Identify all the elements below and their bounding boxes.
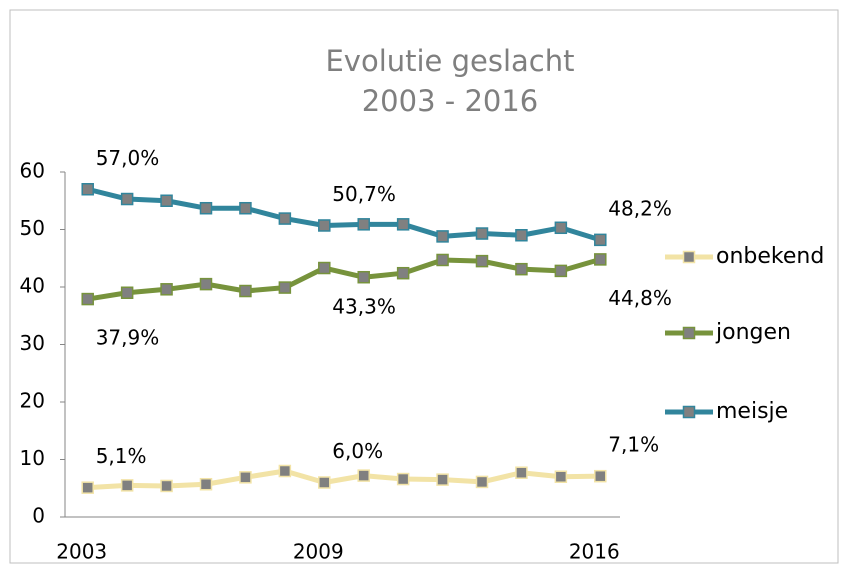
chart-title: Evolutie geslacht <box>325 44 574 78</box>
point-marker <box>199 201 213 215</box>
point-marker <box>475 475 489 489</box>
point-marker <box>278 464 292 478</box>
point-marker <box>594 469 607 483</box>
point-marker <box>515 466 528 479</box>
y-tick-label: 40 <box>20 274 45 298</box>
point-marker <box>396 218 410 231</box>
point-marker <box>199 477 213 491</box>
point-marker <box>594 233 607 247</box>
series-line <box>87 256 601 302</box>
y-tick-label: 30 <box>20 331 45 355</box>
point-marker <box>239 284 252 298</box>
point-marker <box>436 230 449 243</box>
point-marker <box>554 470 568 483</box>
y-tick-label: 10 <box>20 446 45 470</box>
chart-subtitle: 2003 - 2016 <box>362 84 539 118</box>
point-marker <box>160 283 173 296</box>
y-tick-label: 0 <box>32 504 45 528</box>
series-line <box>87 186 602 243</box>
point-marker <box>278 281 292 294</box>
point-marker <box>475 254 489 268</box>
data-label: 7,1% <box>608 433 659 457</box>
point-marker <box>396 266 410 280</box>
point-marker <box>357 270 370 284</box>
legend-marker <box>682 250 696 264</box>
point-marker <box>239 471 252 484</box>
legend-marker <box>682 405 696 419</box>
series-line <box>87 468 601 491</box>
data-label: 37,9% <box>96 326 160 350</box>
point-marker <box>554 221 568 235</box>
point-marker <box>120 479 134 492</box>
data-label: 6,0% <box>332 439 383 463</box>
legend-label: jongen <box>715 320 791 345</box>
point-marker <box>318 219 331 232</box>
point-marker <box>160 194 173 207</box>
point-marker <box>515 262 528 276</box>
data-label: 44,8% <box>608 286 672 310</box>
point-marker <box>81 292 94 306</box>
data-label: 57,0% <box>96 146 160 170</box>
point-marker <box>81 481 94 494</box>
point-marker <box>436 473 449 486</box>
y-tick-label: 20 <box>20 389 45 413</box>
point-marker <box>318 476 331 489</box>
point-marker <box>515 229 528 242</box>
point-marker <box>199 277 213 291</box>
point-marker <box>120 286 134 299</box>
point-marker <box>357 218 370 231</box>
point-marker <box>278 212 292 225</box>
chart-frame <box>9 9 839 564</box>
data-label: 48,2% <box>608 196 672 220</box>
point-marker <box>396 472 410 486</box>
point-marker <box>239 201 252 215</box>
point-marker <box>436 253 449 267</box>
data-label: 5,1% <box>96 444 147 468</box>
data-label: 43,3% <box>332 295 396 319</box>
point-marker <box>81 183 94 196</box>
point-marker <box>554 264 568 278</box>
point-marker <box>594 253 607 266</box>
legend-label: onbekend <box>716 244 824 269</box>
y-tick-label: 50 <box>20 216 45 240</box>
point-marker <box>120 192 134 206</box>
x-tick-label: 2003 <box>56 540 107 564</box>
point-marker <box>318 261 331 275</box>
data-label: 50,7% <box>332 182 396 206</box>
x-tick-label: 2009 <box>293 540 344 564</box>
y-tick-label: 60 <box>20 159 45 183</box>
legend-label: meisje <box>716 399 788 424</box>
point-marker <box>160 479 173 493</box>
point-marker <box>357 469 370 482</box>
point-marker <box>475 227 489 240</box>
legend-marker <box>682 326 696 340</box>
x-tick-label: 2016 <box>569 540 620 564</box>
